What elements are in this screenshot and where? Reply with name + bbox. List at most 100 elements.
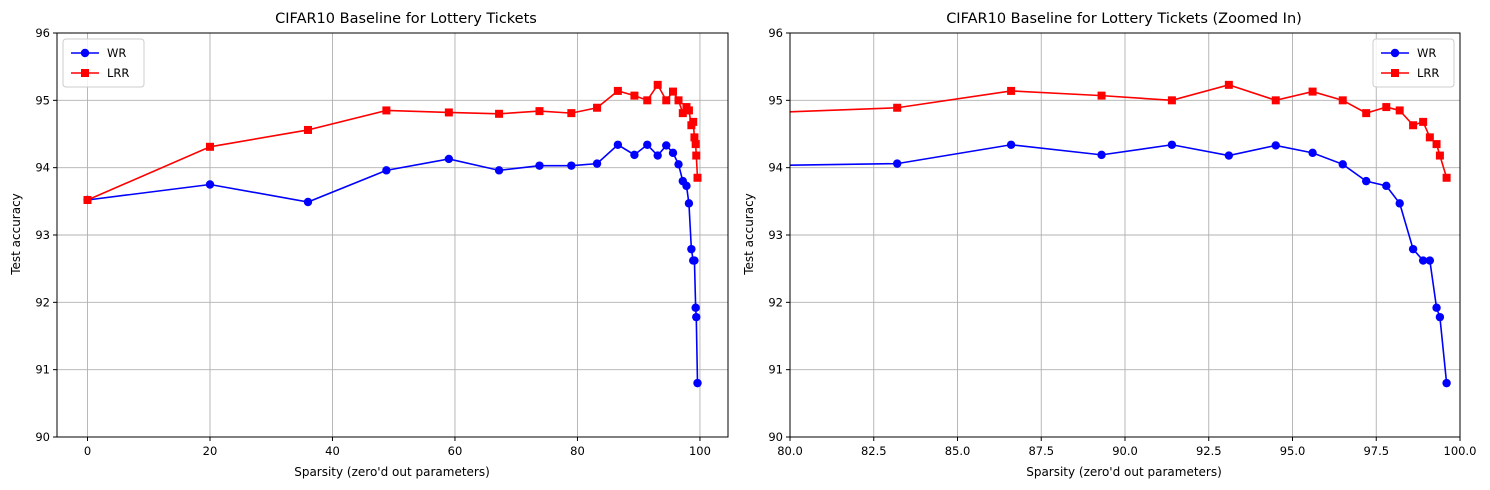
y-tick-label: 94 xyxy=(35,161,50,175)
y-tick-label: 92 xyxy=(768,295,783,309)
data-point-wr xyxy=(613,140,623,149)
x-tick-label: 95.0 xyxy=(1280,444,1306,458)
data-point-wr xyxy=(567,161,576,170)
data-point-lrr xyxy=(1167,96,1176,105)
data-point-lrr xyxy=(1382,103,1391,112)
data-point-lrr xyxy=(690,133,699,142)
data-point-wr xyxy=(693,378,702,388)
data-point-wr xyxy=(1006,140,1016,149)
plot-area xyxy=(790,80,1451,388)
data-point-lrr xyxy=(1432,140,1441,149)
legend: WR LRR xyxy=(62,38,145,88)
x-axis-label: Sparsity (zero'd out parameters) xyxy=(1026,465,1222,479)
data-point-lrr xyxy=(613,86,622,95)
data-point-lrr xyxy=(678,109,687,118)
data-point-wr xyxy=(382,166,391,175)
data-point-lrr xyxy=(1425,133,1434,142)
data-point-wr xyxy=(1382,181,1391,191)
data-point-wr xyxy=(643,140,652,149)
data-point-wr xyxy=(1395,199,1404,208)
data-point-wr xyxy=(682,181,691,191)
data-point-lrr xyxy=(684,106,693,115)
data-point-wr xyxy=(1432,303,1441,312)
y-tick-label: 93 xyxy=(768,228,783,242)
data-point-lrr xyxy=(444,108,453,117)
data-point-wr xyxy=(1435,312,1445,322)
x-tick-label: 90.0 xyxy=(1112,444,1138,458)
data-point-lrr xyxy=(83,195,92,204)
y-tick-label: 92 xyxy=(35,295,50,309)
legend-label-lrr: LRR xyxy=(1417,66,1439,80)
data-point-wr xyxy=(592,159,602,168)
data-point-wr xyxy=(1167,140,1177,149)
chart-full-range: CIFAR10 Baseline for Lottery Tickets Spa… xyxy=(9,11,729,479)
data-point-wr xyxy=(893,159,902,168)
data-point-lrr xyxy=(893,103,902,112)
data-point-lrr xyxy=(1097,91,1106,100)
data-point-lrr xyxy=(1271,96,1280,105)
x-tick-label: 40 xyxy=(325,444,340,458)
legend-marker-lrr xyxy=(81,69,89,77)
series-line-lrr xyxy=(87,83,699,201)
data-point-wr xyxy=(444,154,454,164)
legend-label-wr: WR xyxy=(1417,46,1436,60)
chart-title: CIFAR10 Baseline for Lottery Tickets (Zo… xyxy=(946,11,1302,27)
data-point-lrr xyxy=(643,96,652,105)
data-point-lrr xyxy=(630,91,639,100)
series-line-wr xyxy=(87,143,699,384)
data-point-lrr xyxy=(1395,106,1404,115)
x-tick-label: 92.5 xyxy=(1196,444,1222,458)
data-point-lrr xyxy=(662,96,671,105)
y-tick-label: 95 xyxy=(768,93,783,107)
chart-title: CIFAR10 Baseline for Lottery Tickets xyxy=(275,11,537,27)
data-point-lrr xyxy=(593,103,602,112)
data-point-wr xyxy=(1425,256,1435,265)
data-point-lrr xyxy=(495,109,504,118)
data-point-wr xyxy=(494,166,504,175)
y-tick-label: 90 xyxy=(35,430,50,444)
y-tick-label: 91 xyxy=(35,363,50,377)
legend-box xyxy=(62,38,145,88)
x-tick-label: 82.5 xyxy=(861,444,887,458)
series-line-wr xyxy=(790,143,1448,384)
x-tick-label: 85.0 xyxy=(945,444,971,458)
data-point-lrr xyxy=(1308,87,1317,96)
data-point-lrr xyxy=(669,87,678,96)
data-point-wr xyxy=(691,303,700,312)
x-tick-label: 20 xyxy=(203,444,218,458)
legend-marker-lrr xyxy=(1391,69,1399,77)
data-point-wr xyxy=(1271,141,1280,150)
data-point-wr xyxy=(1408,244,1418,254)
data-point-lrr xyxy=(674,96,683,105)
data-point-wr xyxy=(1308,148,1317,158)
data-point-lrr xyxy=(1442,173,1451,182)
data-point-wr xyxy=(1442,378,1451,388)
data-point-wr xyxy=(1097,150,1106,160)
data-point-lrr xyxy=(1224,80,1233,89)
chart-zoomed-in: CIFAR10 Baseline for Lottery Tickets (Zo… xyxy=(742,11,1476,479)
data-point-lrr xyxy=(691,140,700,149)
x-tick-label: 87.5 xyxy=(1028,444,1054,458)
data-point-wr xyxy=(692,312,701,322)
data-point-lrr xyxy=(693,173,702,182)
data-point-wr xyxy=(690,256,699,265)
data-point-wr xyxy=(205,180,215,189)
y-tick-label: 96 xyxy=(35,26,50,40)
plot-area xyxy=(83,80,702,388)
legend-box xyxy=(1372,38,1455,88)
y-axis-label: Test accuracy xyxy=(742,193,756,276)
data-point-lrr xyxy=(1338,96,1347,105)
x-tick-label: 100.0 xyxy=(1444,444,1477,458)
x-tick-label: 100 xyxy=(689,444,711,458)
data-point-wr xyxy=(630,150,639,160)
y-tick-label: 95 xyxy=(35,93,50,107)
data-point-wr xyxy=(1418,256,1428,265)
data-point-lrr xyxy=(1362,109,1371,118)
legend: WR LRR xyxy=(1372,38,1455,88)
data-point-wr xyxy=(653,151,662,160)
y-tick-label: 91 xyxy=(768,363,783,377)
data-point-wr xyxy=(687,244,696,254)
data-point-wr xyxy=(303,197,313,207)
data-point-lrr xyxy=(303,125,312,134)
